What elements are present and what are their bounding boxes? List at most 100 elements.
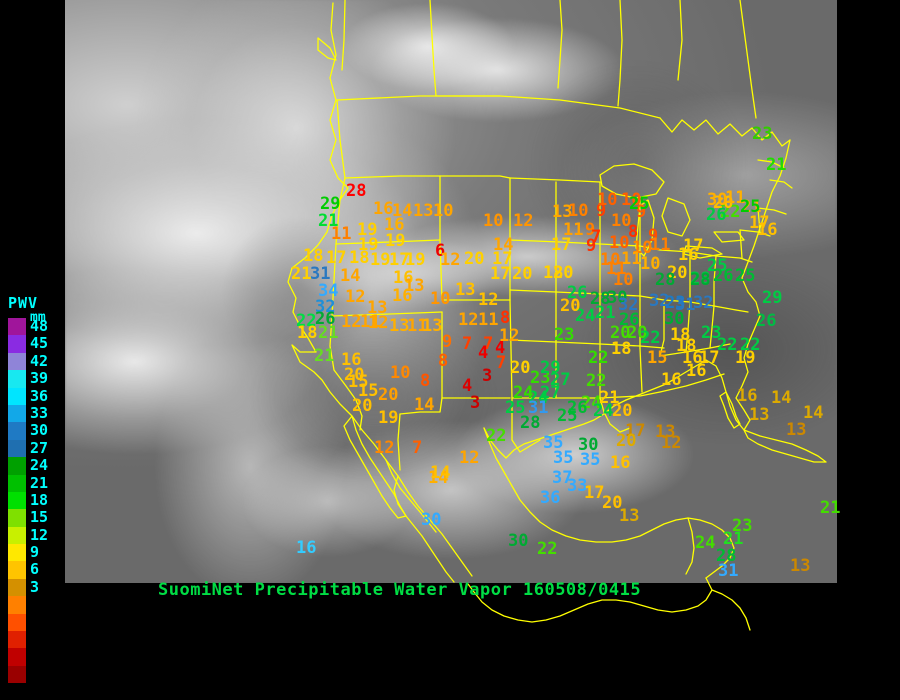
station-value: 24 (695, 533, 716, 553)
station-value: 13 (790, 556, 811, 576)
colorbar-swatch-17 (8, 613, 26, 632)
station-value: 20 (713, 193, 734, 213)
station-value: 9 (596, 201, 607, 221)
station-value: 20 (616, 431, 637, 451)
station-value: 31 (310, 264, 331, 284)
station-value: 21 (599, 388, 620, 408)
station-value: 20 (352, 396, 373, 416)
colorbar-tick-18: 18 (30, 490, 49, 509)
colorbar-swatch-4 (8, 387, 26, 405)
station-value: 4 (478, 343, 489, 363)
station-value: 14 (803, 403, 824, 423)
colorbar-swatch-7 (8, 439, 26, 458)
station-value: 24 (575, 306, 596, 326)
station-value: 10 (609, 233, 630, 253)
colorbar-swatch-15 (8, 578, 26, 597)
station-value: 12 (341, 312, 362, 332)
station-value: 28 (346, 181, 367, 201)
colorbar-tick-27: 27 (30, 438, 49, 457)
station-value: 19 (735, 348, 756, 368)
station-value: 10 (640, 254, 661, 274)
station-value: 13 (367, 298, 388, 318)
station-value: 18 (670, 325, 691, 345)
station-value: 24 (528, 388, 549, 408)
station-value: 31 (718, 561, 739, 581)
station-value: 13 (404, 276, 425, 296)
station-value: 21 (595, 303, 616, 323)
station-value: 13 (455, 280, 476, 300)
station-value: 3 (482, 366, 493, 386)
station-value: 22 (486, 426, 507, 446)
station-value: 26 (567, 398, 588, 418)
station-value: 22 (720, 202, 741, 222)
station-value: 17 (492, 249, 513, 269)
station-value: 15 (647, 348, 668, 368)
station-value: 13 (619, 506, 640, 526)
station-value: 12 (440, 250, 461, 270)
station-value: 12 (368, 313, 389, 333)
station-value: 12 (661, 433, 682, 453)
station-value: 17 (699, 348, 720, 368)
station-value: 16 (678, 245, 699, 265)
station-value: 32 (649, 291, 670, 311)
station-value: 17 (490, 264, 511, 284)
station-value: 21 (723, 529, 744, 549)
station-value: 16 (661, 370, 682, 390)
colorbar-swatch-10 (8, 491, 26, 510)
station-value: 14 (493, 235, 514, 255)
colorbar-swatch-13 (8, 544, 26, 562)
colorbar-tick-24: 24 (30, 456, 49, 475)
station-value: 24 (593, 401, 614, 421)
station-value: 28 (690, 269, 711, 289)
station-value: 12 (345, 287, 366, 307)
station-value: 11 (407, 316, 428, 336)
station-value: 29 (540, 358, 561, 378)
station-value: 10 (433, 201, 454, 221)
station-value: 12 (374, 438, 395, 458)
station-value: 16 (392, 286, 413, 306)
station-value: 25 (740, 197, 761, 217)
station-value: 31 (528, 398, 549, 418)
station-value: 14 (771, 388, 792, 408)
station-value: 31 (675, 295, 696, 315)
station-value: 13 (413, 201, 434, 221)
station-value: 29 (762, 288, 783, 308)
station-value: 11 (650, 235, 671, 255)
colorbar-swatch-11 (8, 509, 26, 527)
station-value: 16 (341, 350, 362, 370)
station-value: 23 (732, 516, 753, 536)
station-value: 11 (725, 188, 746, 208)
colorbar-swatch-16 (8, 596, 26, 614)
station-value: 26 (619, 310, 640, 330)
station-value: 7 (462, 334, 473, 354)
station-value: 10 (611, 211, 632, 231)
colorbar-tick-45: 45 (30, 334, 49, 353)
station-value: 26 (713, 266, 734, 286)
station-value: 7 (483, 334, 494, 354)
station-value: 13 (749, 405, 770, 425)
station-value: 26 (706, 205, 727, 225)
station-value: 9 (586, 236, 597, 256)
station-value: 19 (378, 408, 399, 428)
station-value: 21 (820, 498, 841, 518)
station-value: 22 (740, 335, 761, 355)
station-value: 17 (683, 236, 704, 256)
colorbar-swatch-1 (8, 335, 26, 353)
station-value: 22 (717, 335, 738, 355)
station-value: 10 (632, 238, 653, 258)
station-value: 14 (392, 201, 413, 221)
station-value: 36 (540, 488, 561, 508)
station-value: 19 (385, 231, 406, 251)
station-value: 26 (756, 311, 777, 331)
station-value: 12 (478, 290, 499, 310)
station-value: 20 (610, 323, 631, 343)
station-value: 23 (752, 124, 773, 144)
station-value: 21 (291, 264, 312, 284)
station-value: 20 (560, 296, 581, 316)
station-value: 28 (520, 413, 541, 433)
station-value: 20 (464, 249, 485, 269)
station-value: 11 (606, 259, 627, 279)
colorbar-tick-42: 42 (30, 351, 49, 370)
colorbar-swatch-6 (8, 422, 26, 440)
